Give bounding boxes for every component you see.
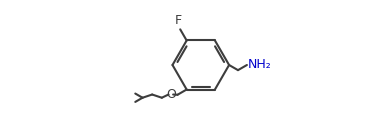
Text: NH₂: NH₂ — [248, 58, 272, 71]
Text: O: O — [166, 88, 176, 101]
Text: F: F — [175, 14, 182, 27]
